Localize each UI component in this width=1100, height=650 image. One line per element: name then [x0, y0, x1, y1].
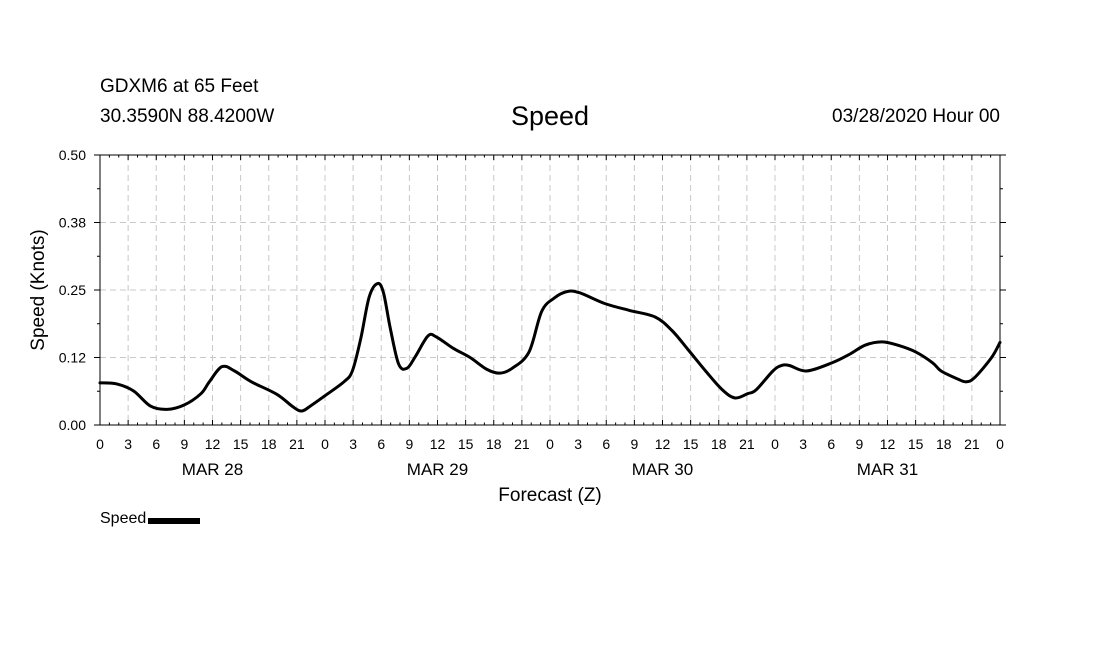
x-tick-label: 15 — [458, 436, 474, 452]
x-tick-label: 21 — [739, 436, 755, 452]
legend: Speed — [100, 509, 201, 529]
x-tick-label: 18 — [936, 436, 952, 452]
x-tick-label: 6 — [152, 436, 160, 452]
x-tick-label: 18 — [261, 436, 277, 452]
plot-frame — [99, 154, 1001, 426]
x-tick-label: 9 — [630, 436, 638, 452]
issue-time-label: 03/28/2020 Hour 00 — [832, 106, 1000, 127]
legend-swatch — [148, 517, 201, 524]
x-tick-label: 21 — [514, 436, 530, 452]
x-tick-label: 18 — [711, 436, 727, 452]
x-tick-label: 0 — [546, 436, 554, 452]
x-tick-label: 9 — [855, 436, 863, 452]
coordinates-label: 30.3590N 88.4200W — [100, 106, 275, 127]
x-tick-label: 9 — [405, 436, 413, 452]
speed-series-line — [98, 281, 1002, 413]
x-tick-label: 6 — [602, 436, 610, 452]
day-label: MAR 30 — [632, 460, 693, 479]
x-tick-label: 0 — [96, 436, 104, 452]
x-tick-label: 0 — [771, 436, 779, 452]
day-label: MAR 29 — [407, 460, 468, 479]
x-tick-label: 15 — [908, 436, 924, 452]
x-tick-label: 0 — [321, 436, 329, 452]
x-tick-label: 12 — [430, 436, 446, 452]
series-layer — [98, 281, 1002, 413]
x-tick-label: 12 — [880, 436, 896, 452]
x-tick-label: 3 — [349, 436, 357, 452]
x-tick-label: 18 — [486, 436, 502, 452]
x-tick-label: 3 — [574, 436, 582, 452]
x-tick-label: 15 — [233, 436, 249, 452]
x-tick-label: 21 — [964, 436, 980, 452]
y-axis-title: Speed (Knots) — [28, 229, 49, 350]
x-axis-title: Forecast (Z) — [498, 485, 601, 506]
x-tick-label: 21 — [289, 436, 305, 452]
x-tick-label: 12 — [655, 436, 671, 452]
y-tick-label: 0.25 — [59, 282, 86, 298]
y-tick-label: 0.12 — [59, 350, 86, 366]
x-tick-label: 6 — [377, 436, 385, 452]
x-tick-label: 0 — [996, 436, 1004, 452]
x-tick-label: 15 — [683, 436, 699, 452]
station-label: GDXM6 at 65 Feet — [100, 76, 259, 97]
legend-label: Speed — [100, 510, 147, 527]
x-tick-label: 3 — [799, 436, 807, 452]
chart-title: Speed — [510, 101, 590, 131]
grid-lines — [100, 155, 1000, 425]
x-tick-label: 3 — [124, 436, 132, 452]
axis-labels: 0 3 6 9 12 15 18 21 0 3 6 9 12 15 18 21 0 3 6 9 12 15 18 21 0 3 6 9… — [28, 147, 1004, 506]
y-tick-label: 0.50 — [59, 147, 86, 163]
axes — [94, 154, 1006, 426]
y-tick-label: 0.00 — [59, 417, 86, 433]
day-label: MAR 28 — [182, 460, 243, 479]
x-tick-label: 9 — [180, 436, 188, 452]
day-label: MAR 31 — [857, 460, 918, 479]
x-tick-label: 6 — [827, 436, 835, 452]
x-tick-label: 12 — [205, 436, 221, 452]
y-tick-label: 0.38 — [59, 215, 86, 231]
